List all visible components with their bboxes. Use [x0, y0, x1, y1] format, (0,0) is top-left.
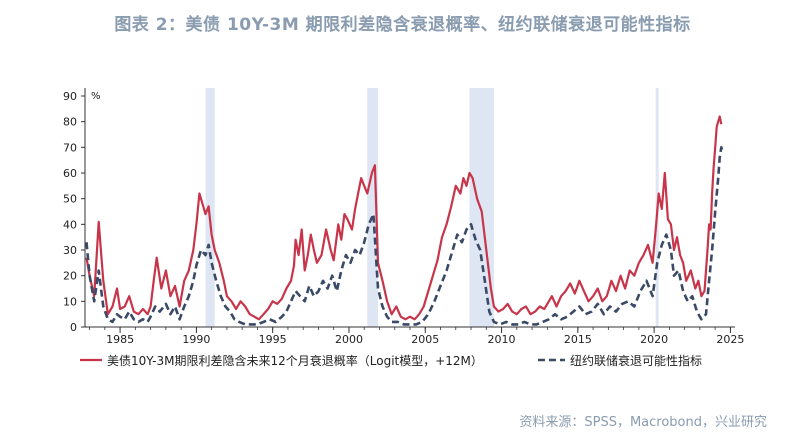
y-tick-label: 30	[63, 244, 77, 257]
x-tick-label: 1995	[259, 333, 287, 346]
recession-shading	[205, 88, 659, 327]
y-tick-label: 20	[63, 270, 77, 283]
x-tick-label: 1990	[182, 333, 210, 346]
x-tick-label: 2005	[411, 333, 439, 346]
y-tick-label: 80	[63, 116, 77, 129]
y-tick-label: 70	[63, 141, 77, 154]
x-tick-label: 2010	[488, 333, 516, 346]
legend-label-1: 美债10Y-3M期限利差隐含未来12个月衰退概率（Logit模型，+12M）	[107, 353, 483, 368]
x-tick-label: 2025	[716, 333, 744, 346]
source-note: 资料来源：SPSS，Macrobond，兴业研究	[519, 415, 767, 430]
y-tick-label: 40	[63, 218, 77, 231]
y-tick-label: 10	[63, 295, 77, 308]
x-tick-label: 2015	[564, 333, 592, 346]
y-tick-label: 90	[63, 90, 77, 103]
x-tick-label: 1985	[106, 333, 134, 346]
series-lines	[85, 115, 725, 326]
y-tick-label: 0	[70, 321, 77, 334]
legend: 美债10Y-3M期限利差隐含未来12个月衰退概率（Logit模型，+12M） 纽约…	[80, 353, 702, 368]
recession-band	[205, 88, 215, 327]
recession-band	[367, 88, 378, 327]
axes: 0 10 20 30 40 50 60 70 80 90 % 1985 1990 1995 2000 2005…	[63, 88, 744, 346]
legend-label-2: 纽约联储衰退可能性指标	[570, 353, 702, 368]
chart-title: 图表 2：美债 10Y-3M 期限利差隐含衰退概率、纽约联储衰退可能性指标	[114, 15, 691, 35]
series-line-1	[85, 115, 723, 321]
series-line-2	[85, 146, 725, 326]
x-tick-label: 2000	[335, 333, 363, 346]
x-tick-label: 2020	[640, 333, 668, 346]
y-tick-label: 60	[63, 167, 77, 180]
y-tick-label: 50	[63, 193, 77, 206]
y-unit-label: %	[91, 91, 101, 102]
